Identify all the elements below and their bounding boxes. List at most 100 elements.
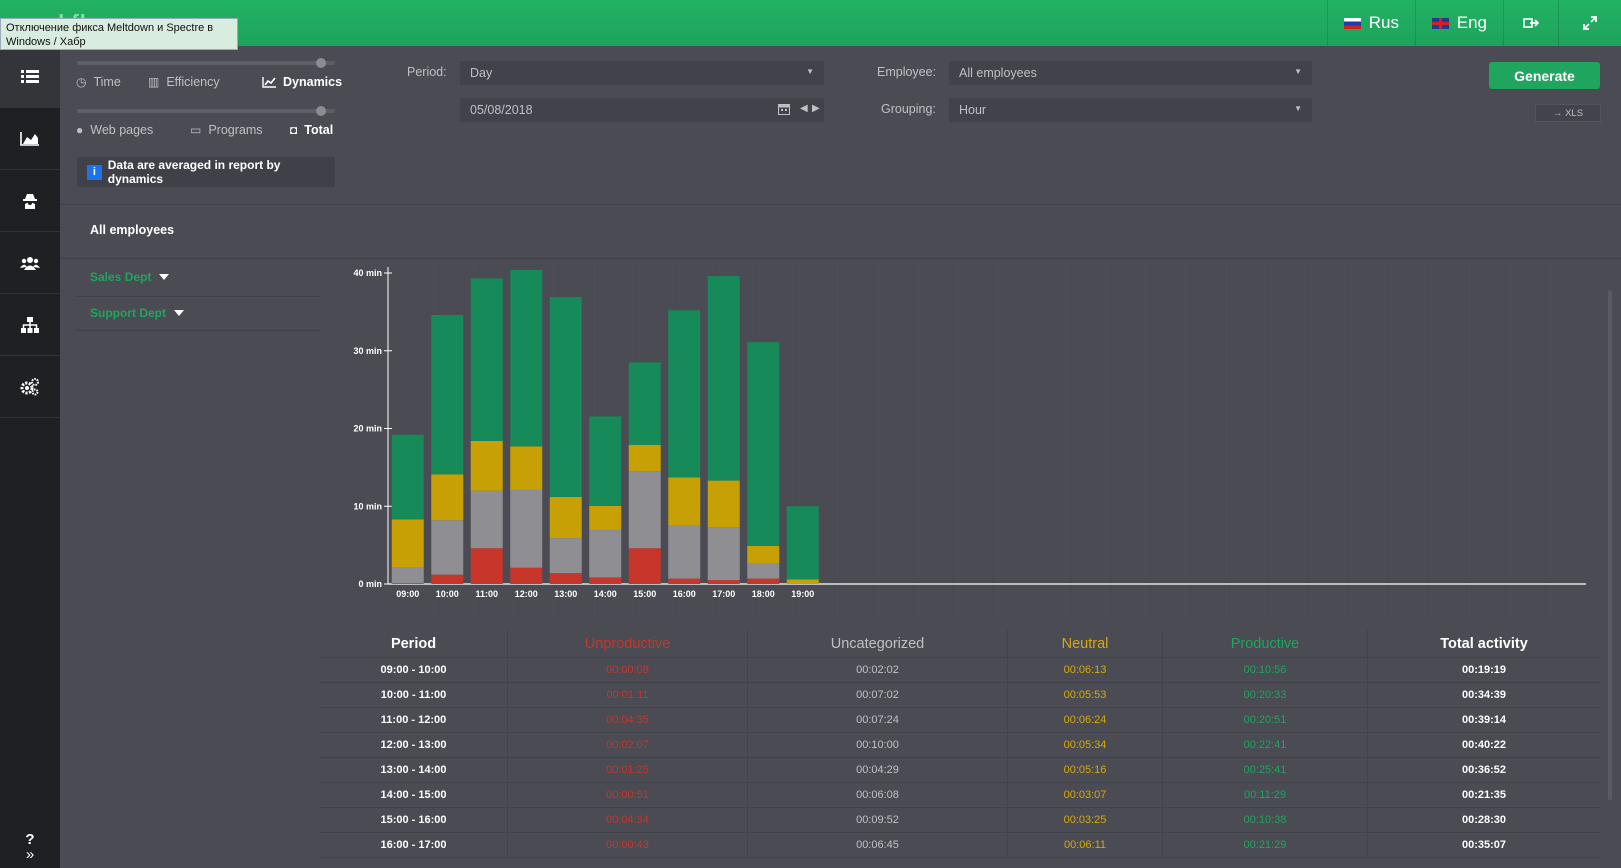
mode-time[interactable]: ◷ Time — [76, 75, 121, 89]
source-web-pages-label: Web pages — [90, 123, 154, 137]
table-cell: 00:00:43 — [508, 833, 748, 857]
table-cell: 00:36:52 — [1461, 764, 1507, 776]
bar-segment-uncategorized — [747, 563, 780, 579]
table-cell: 00:02:02 — [748, 658, 1008, 682]
table-cell: 00:06:24 — [1008, 708, 1163, 732]
y-tick-label: 30 min — [353, 346, 382, 356]
divider — [76, 330, 320, 331]
generate-button[interactable]: Generate — [1489, 62, 1600, 89]
x-tick-label: 11:00 — [475, 589, 498, 599]
bar-segment-productive — [589, 416, 622, 506]
column-header: Uncategorized — [748, 630, 1008, 657]
mode-dynamics[interactable]: Dynamics — [262, 75, 342, 89]
source-programs[interactable]: ▭ Programs — [190, 123, 263, 137]
logout-button[interactable] — [1503, 0, 1558, 46]
scrollbar[interactable] — [1608, 290, 1612, 800]
grouping-select[interactable]: Hour ▼ — [949, 98, 1312, 122]
dept-support[interactable]: Support Dept — [90, 306, 184, 320]
y-tick-label: 10 min — [353, 501, 382, 511]
help-button[interactable]: ? — [0, 808, 60, 868]
mode-slider-bottom[interactable] — [77, 109, 335, 113]
sidebar-item-reports[interactable] — [0, 46, 60, 108]
bar-segment-neutral — [628, 444, 661, 472]
sidebar-item-spy[interactable] — [0, 170, 60, 232]
table-cell: 00:07:02 — [748, 683, 1008, 707]
dept-support-label: Support Dept — [90, 306, 166, 320]
info-note: i Data are averaged in report by dynamic… — [77, 157, 335, 187]
calendar-icon[interactable] — [778, 103, 790, 115]
period-select[interactable]: Day ▼ — [460, 61, 824, 85]
chevron-down-icon: ▼ — [806, 67, 814, 76]
list-icon — [21, 69, 39, 83]
export-xls-button[interactable]: → XLS — [1535, 104, 1601, 122]
grouping-label: Grouping: — [881, 102, 936, 116]
table-cell: 10:00 - 11:00 — [320, 683, 508, 707]
sidebar-item-charts[interactable] — [0, 108, 60, 170]
chevron-down-icon: ▼ — [1294, 104, 1302, 113]
x-tick-label: 19:00 — [791, 589, 814, 599]
bar-segment-neutral — [668, 477, 701, 526]
table-cell: 00:35:07 — [1461, 839, 1507, 851]
source-total[interactable]: ◘ Total — [290, 123, 333, 137]
date-value: 05/08/2018 — [470, 103, 533, 117]
table-cell: 15:00 - 16:00 — [320, 808, 508, 832]
source-web-pages[interactable]: ● Web pages — [76, 123, 153, 137]
table-cell: 00:06:11 — [1008, 833, 1163, 857]
table-row: 10:00 - 11:00 00:01:11 00:07:02 00:05:53 00:… — [320, 683, 1600, 708]
sidebar-item-structure[interactable] — [0, 294, 60, 356]
table-cell: 00:11:29 — [1163, 783, 1368, 807]
bar-segment-uncategorized — [628, 471, 661, 549]
table-cell: 00:04:34 — [508, 808, 748, 832]
mode-efficiency[interactable]: ▥ Efficiency — [148, 75, 220, 89]
expand-sidebar-button[interactable]: » — [0, 846, 60, 868]
bar-segment-unproductive — [510, 567, 543, 584]
users-icon — [20, 256, 40, 270]
bar-segment-uncategorized — [549, 538, 582, 574]
bar-segment-unproductive — [549, 573, 582, 584]
table-cell: 00:10:38 — [1163, 808, 1368, 832]
x-tick-label: 17:00 — [712, 589, 735, 599]
bar-segment-productive — [668, 310, 701, 478]
table-header-row: Period Unproductive Uncategorized Neutral Pr… — [320, 630, 1600, 658]
table-cell: 00:20:51 — [1163, 708, 1368, 732]
top-bar: workflow Rus Eng — [0, 0, 1621, 46]
lang-en-button[interactable]: Eng — [1415, 0, 1503, 46]
chevron-down-icon: ▼ — [1294, 67, 1302, 76]
x-tick-label: 15:00 — [633, 589, 656, 599]
sidebar-item-settings[interactable] — [0, 356, 60, 418]
period-value: Day — [470, 66, 493, 80]
logout-icon — [1523, 18, 1539, 28]
table-cell: 00:34:39 — [1461, 689, 1507, 701]
source-total-label: Total — [304, 123, 334, 137]
lang-ru-button[interactable]: Rus — [1327, 0, 1415, 46]
table-cell: 00:09:52 — [748, 808, 1008, 832]
bar-segment-productive — [510, 269, 543, 447]
bar-segment-neutral — [786, 579, 819, 584]
gears-icon — [20, 377, 39, 395]
column-header: Period — [320, 630, 508, 657]
all-employees-title: All employees — [90, 223, 175, 237]
fullscreen-icon — [1583, 16, 1597, 30]
table-cell: 00:19:19 — [1461, 664, 1507, 676]
bar-segment-neutral — [510, 446, 543, 490]
table-cell: 00:01:11 — [508, 683, 748, 707]
date-field[interactable]: 05/08/2018 ◀ ▶ — [460, 98, 824, 122]
table-row: 13:00 - 14:00 00:01:25 00:04:29 00:05:16 00:… — [320, 758, 1600, 783]
mode-slider-top[interactable] — [77, 61, 335, 65]
dept-sales-label: Sales Dept — [90, 270, 152, 284]
next-date-icon[interactable]: ▶ — [812, 103, 820, 114]
caret-down-icon — [159, 274, 170, 280]
table-row: 14:00 - 15:00 00:00:51 00:06:08 00:03:07 00:… — [320, 783, 1600, 808]
fullscreen-button[interactable] — [1558, 0, 1621, 46]
line-chart-icon — [262, 76, 276, 88]
mode-slider-bottom-knob[interactable] — [316, 106, 326, 116]
bar-segment-uncategorized — [668, 525, 701, 579]
mode-slider-top-knob[interactable] — [316, 58, 326, 68]
sidebar-item-users[interactable] — [0, 232, 60, 294]
prev-date-icon[interactable]: ◀ — [800, 103, 808, 114]
employee-select[interactable]: All employees ▼ — [949, 61, 1312, 85]
table-cell: 00:21:35 — [1461, 789, 1507, 801]
bar-segment-unproductive — [391, 583, 424, 584]
dept-sales[interactable]: Sales Dept — [90, 270, 170, 284]
column-header: Total activity — [1440, 635, 1528, 652]
